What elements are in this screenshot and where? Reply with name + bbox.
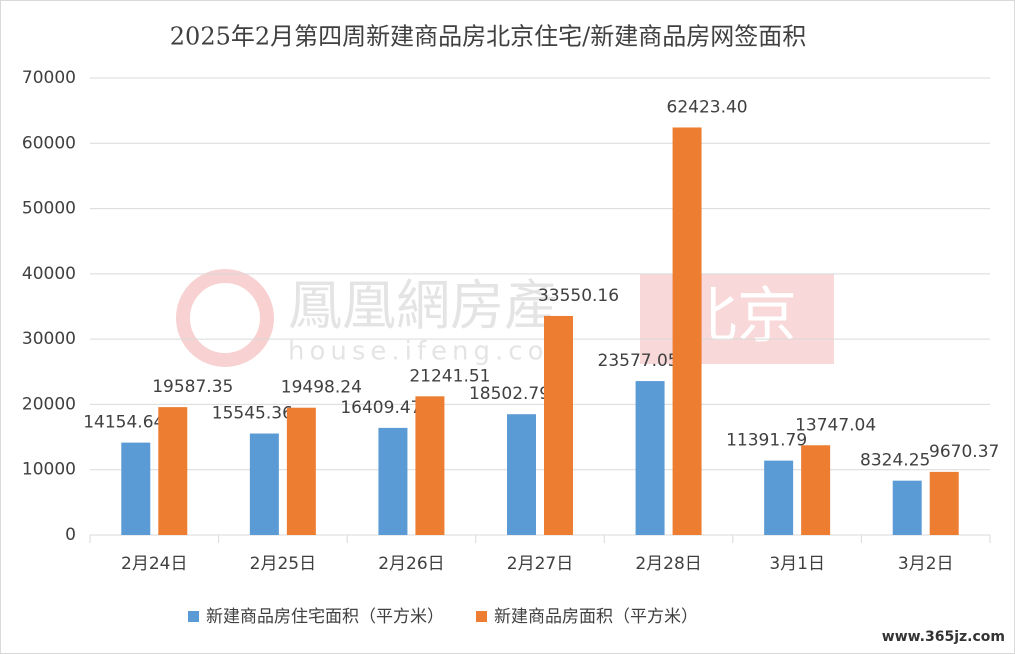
bar bbox=[801, 445, 831, 535]
y-tick-label: 30000 bbox=[22, 329, 76, 349]
bar bbox=[764, 460, 794, 535]
bar bbox=[378, 427, 408, 535]
watermark-box bbox=[640, 274, 834, 364]
data-label: 21241.51 bbox=[409, 366, 490, 386]
x-tick-label: 2月26日 bbox=[378, 554, 444, 574]
watermark-text: www.365jz.com bbox=[882, 629, 1005, 645]
chart-title: 2025年2月第四周新建商品房北京住宅/新建商品房网签面积 bbox=[170, 23, 806, 51]
bar bbox=[544, 315, 573, 535]
y-tick-label: 70000 bbox=[22, 68, 76, 88]
watermark-text: house.ifeng.com bbox=[288, 337, 579, 367]
bar bbox=[672, 127, 702, 536]
data-label: 15545.36 bbox=[212, 404, 293, 424]
data-label: 19587.35 bbox=[152, 377, 233, 397]
y-tick-label: 0 bbox=[65, 525, 76, 545]
data-label: 16409.47 bbox=[340, 398, 421, 418]
bar bbox=[158, 407, 188, 535]
y-tick-label: 60000 bbox=[22, 133, 76, 153]
x-tick-label: 3月2日 bbox=[898, 554, 954, 574]
data-label: 23577.05 bbox=[598, 351, 679, 371]
data-label: 33550.16 bbox=[538, 286, 619, 306]
x-tick-label: 2月24日 bbox=[121, 554, 187, 574]
y-tick-label: 20000 bbox=[22, 394, 76, 414]
y-tick-label: 40000 bbox=[22, 264, 76, 284]
bar bbox=[635, 381, 665, 535]
data-label: 11391.79 bbox=[726, 431, 807, 451]
bar bbox=[415, 396, 445, 535]
x-tick-label: 3月1日 bbox=[769, 554, 825, 574]
watermark-logo bbox=[176, 269, 274, 367]
data-label: 62423.40 bbox=[667, 97, 748, 117]
bar bbox=[121, 442, 151, 535]
bar bbox=[929, 471, 959, 535]
legend-label: 新建商品房面积（平方米） bbox=[494, 607, 698, 627]
legend-swatch bbox=[476, 611, 487, 622]
bar bbox=[507, 414, 536, 535]
legend-label: 新建商品房住宅面积（平方米） bbox=[206, 607, 444, 627]
y-tick-label: 10000 bbox=[22, 460, 76, 480]
x-tick-label: 2月27日 bbox=[507, 554, 573, 574]
bar bbox=[286, 407, 316, 535]
y-tick-label: 50000 bbox=[22, 199, 76, 219]
legend-swatch bbox=[188, 611, 199, 622]
bar bbox=[249, 433, 279, 535]
x-tick-label: 2月25日 bbox=[250, 554, 316, 574]
data-label: 9670.37 bbox=[929, 442, 999, 462]
data-label: 19498.24 bbox=[281, 378, 362, 398]
watermark-text: 鳳凰網房產 bbox=[288, 274, 558, 337]
x-tick-label: 2月28日 bbox=[635, 554, 701, 574]
data-label: 14154.64 bbox=[83, 413, 164, 433]
bar bbox=[892, 480, 922, 535]
data-label: 18502.79 bbox=[469, 384, 550, 404]
data-label: 8324.25 bbox=[860, 451, 930, 471]
data-label: 13747.04 bbox=[795, 415, 876, 435]
